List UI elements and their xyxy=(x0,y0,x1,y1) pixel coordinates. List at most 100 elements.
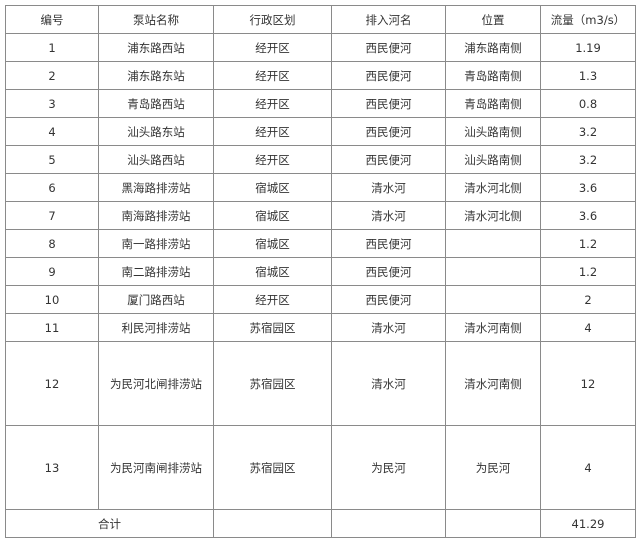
table-row: 10 厦门路西站 经开区 西民便河 2 xyxy=(5,285,636,314)
table-cell: 汕头路南侧 xyxy=(445,117,541,146)
table-cell: 8 xyxy=(5,229,99,258)
table-cell: 7 xyxy=(5,201,99,230)
table-cell: 为民河 xyxy=(445,425,541,510)
table-cell: 苏宿园区 xyxy=(213,341,332,426)
table-cell: 南一路排涝站 xyxy=(98,229,214,258)
table-cell: 青岛路南侧 xyxy=(445,89,541,118)
table-cell: 宿城区 xyxy=(213,229,332,258)
table-row: 3 青岛路西站 经开区 西民便河 青岛路南侧 0.8 xyxy=(5,89,636,118)
table-cell: 宿城区 xyxy=(213,201,332,230)
table-cell: 为民河 xyxy=(331,425,446,510)
table-cell: 浦东路东站 xyxy=(98,61,214,90)
table-cell: 青岛路南侧 xyxy=(445,61,541,90)
table-cell: 汕头路南侧 xyxy=(445,145,541,174)
table-cell: 3.2 xyxy=(540,145,636,174)
header-cell: 泵站名称 xyxy=(98,5,214,34)
table-cell: 5 xyxy=(5,145,99,174)
table-cell: 黑海路排涝站 xyxy=(98,173,214,202)
table-cell: 西民便河 xyxy=(331,33,446,62)
table-cell: 厦门路西站 xyxy=(98,285,214,314)
table-cell: 清水河南侧 xyxy=(445,341,541,426)
header-cell: 行政区划 xyxy=(213,5,332,34)
header-row: 编号 泵站名称 行政区划 排入河名 位置 流量（m3/s） xyxy=(5,5,636,34)
table-cell: 4 xyxy=(540,313,636,342)
table-cell: 青岛路西站 xyxy=(98,89,214,118)
table-cell: 南二路排涝站 xyxy=(98,257,214,286)
table-cell: 6 xyxy=(5,173,99,202)
table-row: 8 南一路排涝站 宿城区 西民便河 1.2 xyxy=(5,229,636,258)
table-cell: 清水河南侧 xyxy=(445,313,541,342)
table-row: 7 南海路排涝站 宿城区 清水河 清水河北侧 3.6 xyxy=(5,201,636,230)
empty-cell xyxy=(445,509,541,538)
table-cell: 汕头路西站 xyxy=(98,145,214,174)
table-body: 1 浦东路西站 经开区 西民便河 浦东路南侧 1.19 2 浦东路东站 经开区 西民便河 青岛路南侧… xyxy=(5,33,636,538)
table-cell: 12 xyxy=(540,341,636,426)
table-cell: 浦东路西站 xyxy=(98,33,214,62)
table-cell: 西民便河 xyxy=(331,89,446,118)
empty-cell xyxy=(331,509,446,538)
total-value: 41.29 xyxy=(540,509,636,538)
table-cell: 3 xyxy=(5,89,99,118)
table-cell: 经开区 xyxy=(213,61,332,90)
table-cell: 经开区 xyxy=(213,117,332,146)
table-cell: 清水河 xyxy=(331,313,446,342)
table-row: 1 浦东路西站 经开区 西民便河 浦东路南侧 1.19 xyxy=(5,33,636,62)
table-cell: 经开区 xyxy=(213,145,332,174)
table-cell: 2 xyxy=(5,61,99,90)
table-cell: 0.8 xyxy=(540,89,636,118)
table-row: 9 南二路排涝站 宿城区 西民便河 1.2 xyxy=(5,257,636,286)
header-cell: 编号 xyxy=(5,5,99,34)
table-row: 6 黑海路排涝站 宿城区 清水河 清水河北侧 3.6 xyxy=(5,173,636,202)
table-cell: 经开区 xyxy=(213,33,332,62)
table-cell: 1.2 xyxy=(540,257,636,286)
table-cell: 经开区 xyxy=(213,89,332,118)
table-cell xyxy=(445,285,541,314)
table-cell: 苏宿园区 xyxy=(213,313,332,342)
table-cell: 浦东路南侧 xyxy=(445,33,541,62)
table-cell: 1 xyxy=(5,33,99,62)
table-cell: 3.2 xyxy=(540,117,636,146)
table-cell: 为民河南闸排涝站 xyxy=(98,425,214,510)
table-row: 13 为民河南闸排涝站 苏宿园区 为民河 为民河 4 xyxy=(5,425,636,510)
table-cell: 宿城区 xyxy=(213,173,332,202)
table-cell: 1.2 xyxy=(540,229,636,258)
table-row: 2 浦东路东站 经开区 西民便河 青岛路南侧 1.3 xyxy=(5,61,636,90)
table-cell xyxy=(445,257,541,286)
table-cell: 4 xyxy=(540,425,636,510)
total-row: 合计 41.29 xyxy=(5,509,636,538)
header-cell: 流量（m3/s） xyxy=(540,5,636,34)
table-cell: 11 xyxy=(5,313,99,342)
table-row: 5 汕头路西站 经开区 西民便河 汕头路南侧 3.2 xyxy=(5,145,636,174)
table-row: 11 利民河排涝站 苏宿园区 清水河 清水河南侧 4 xyxy=(5,313,636,342)
pump-station-table: 编号 泵站名称 行政区划 排入河名 位置 流量（m3/s） 1 浦东路西站 经开区 西民便河 浦东… xyxy=(5,5,636,538)
header-cell: 排入河名 xyxy=(331,5,446,34)
table-cell: 1.3 xyxy=(540,61,636,90)
table-cell xyxy=(445,229,541,258)
table-cell: 西民便河 xyxy=(331,229,446,258)
table-cell: 西民便河 xyxy=(331,257,446,286)
table-cell: 4 xyxy=(5,117,99,146)
table-cell: 经开区 xyxy=(213,285,332,314)
table-cell: 宿城区 xyxy=(213,257,332,286)
table-cell: 清水河北侧 xyxy=(445,201,541,230)
table-cell: 2 xyxy=(540,285,636,314)
table-cell: 西民便河 xyxy=(331,61,446,90)
table-cell: 清水河 xyxy=(331,173,446,202)
table-cell: 西民便河 xyxy=(331,145,446,174)
total-label: 合计 xyxy=(5,509,214,538)
table-cell: 3.6 xyxy=(540,201,636,230)
header-cell: 位置 xyxy=(445,5,541,34)
table-cell: 南海路排涝站 xyxy=(98,201,214,230)
table-row: 12 为民河北闸排涝站 苏宿园区 清水河 清水河南侧 12 xyxy=(5,341,636,426)
table-cell: 12 xyxy=(5,341,99,426)
table-cell: 清水河 xyxy=(331,201,446,230)
empty-cell xyxy=(213,509,332,538)
table-cell: 汕头路东站 xyxy=(98,117,214,146)
table-cell: 清水河北侧 xyxy=(445,173,541,202)
table-cell: 苏宿园区 xyxy=(213,425,332,510)
table-cell: 西民便河 xyxy=(331,285,446,314)
table-cell: 利民河排涝站 xyxy=(98,313,214,342)
table-cell: 10 xyxy=(5,285,99,314)
table-cell: 3.6 xyxy=(540,173,636,202)
